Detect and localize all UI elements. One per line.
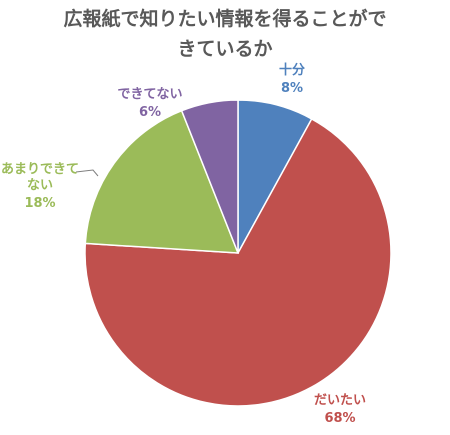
data-label-name-0: 十分 — [279, 62, 305, 78]
data-label-name-1: だいたい — [314, 393, 366, 408]
data-label-value-3: 6% — [139, 105, 161, 120]
chart-title: 広報紙で知りたい情報を得ることがで きているか — [0, 4, 450, 64]
data-label-name-2-0: あまりできて — [1, 162, 79, 177]
data-label-name-3: できてない — [117, 87, 182, 102]
chart-title-line-2: きているか — [177, 38, 273, 60]
data-label-value-0: 8% — [281, 81, 303, 96]
data-label-value-1: 68% — [324, 411, 355, 426]
data-label-value-2: 18% — [24, 196, 55, 211]
data-label-name-2-1: ない — [27, 178, 53, 193]
pie-slice-1 — [84, 117, 392, 407]
data-label-0: 十分 8% — [279, 62, 305, 96]
pie-slice-3 — [180, 99, 239, 254]
data-label-1: だいたい 68% — [314, 393, 366, 426]
data-label-3: できてない 6% — [117, 87, 182, 120]
pie-slice-2 — [84, 109, 240, 254]
leader-line-2 — [75, 169, 99, 177]
chart-title-line-1: 広報紙で知りたい情報を得ることがで — [63, 8, 387, 30]
